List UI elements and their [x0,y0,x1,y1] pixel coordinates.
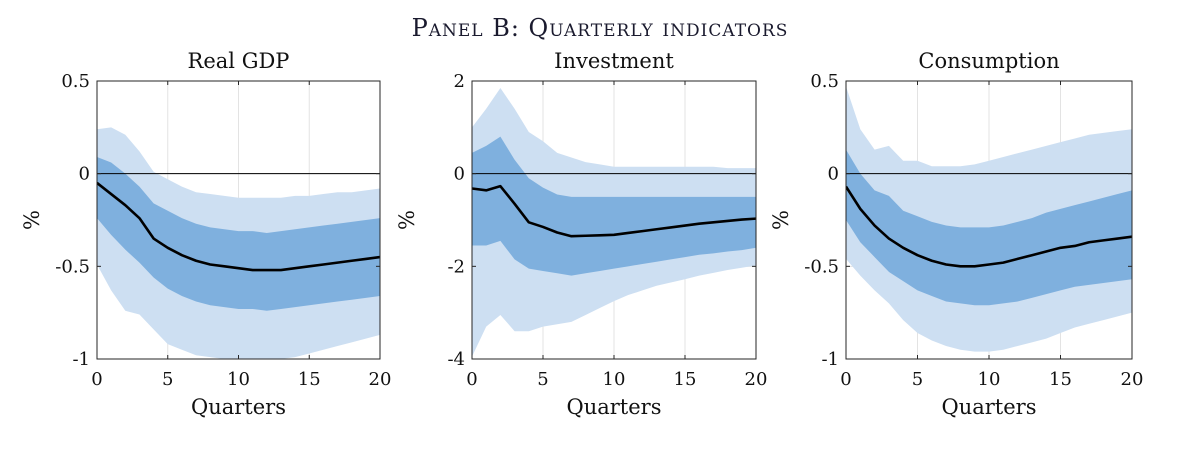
real-gdp-y-axis-label: % [20,210,44,230]
y-tick-label: -4 [447,349,465,370]
panel-title: Panel B: Quarterly indicators [411,14,789,42]
real-gdp-inner-band [97,156,380,311]
investment-x-axis-label: Quarters [567,395,662,419]
x-tick-label: 15 [298,369,321,390]
real-gdp-median-line [97,181,380,272]
consumption-x-axis-label: Quarters [942,395,1037,419]
x-tick-label: 0 [840,369,851,390]
investment-median-line [472,184,756,238]
y-tick-label: 0 [828,164,839,185]
real-gdp-chart-title: Real GDP [188,49,290,73]
y-tick-label: -1 [72,349,90,370]
consumption-chart: 0 5 10 15 20 0.5 0 -0.5 -1 Consumption Quarters% [769,49,1143,419]
y-tick-label: 0 [454,164,465,185]
y-tick-label: -0.5 [804,256,839,277]
consumption-median-line [846,185,1132,268]
y-tick-label: 0.5 [61,71,90,92]
y-tick-label: 0 [79,164,90,185]
real-gdp-x-axis-label: Quarters [191,395,286,419]
y-tick-label: 0.5 [810,71,839,92]
x-tick-label: 10 [227,369,250,390]
consumption-y-axis-label: % [769,210,793,230]
consumption-inner-band [846,149,1132,306]
x-tick-label: 0 [466,369,477,390]
x-tick-label: 15 [674,369,697,390]
x-tick-label: 10 [978,369,1001,390]
y-tick-label: -2 [447,256,465,277]
x-tick-label: 5 [912,369,923,390]
consumption-chart-title: Consumption [918,49,1059,73]
x-tick-label: 10 [603,369,626,390]
x-tick-label: 5 [537,369,548,390]
investment-chart-title: Investment [554,49,674,73]
y-tick-label: -0.5 [55,256,90,277]
x-tick-label: 5 [162,369,173,390]
y-tick-label: 2 [454,71,465,92]
investment-inner-band [472,136,756,276]
x-tick-label: 0 [91,369,102,390]
x-tick-label: 15 [1049,369,1072,390]
x-tick-label: 20 [369,369,392,390]
investment-y-axis-label: % [395,210,419,230]
real-gdp-chart: 0 5 10 15 20 0.5 0 -0.5 -1 Real GDP Quarters% [20,49,391,419]
x-tick-label: 20 [1121,369,1144,390]
y-tick-label: -1 [821,349,839,370]
x-tick-label: 20 [745,369,768,390]
